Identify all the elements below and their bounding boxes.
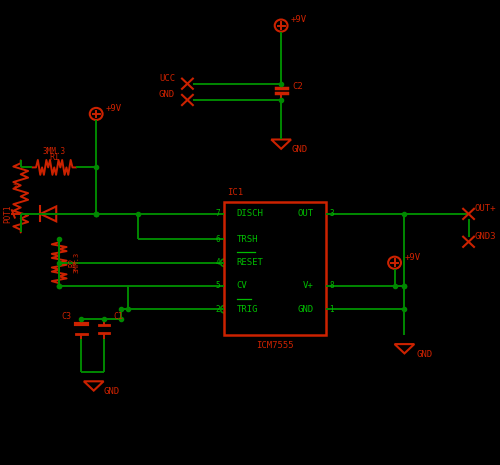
- Text: V+: V+: [302, 281, 313, 291]
- Text: +9V: +9V: [404, 252, 420, 262]
- Text: 8: 8: [330, 281, 334, 291]
- Text: 7: 7: [216, 209, 220, 219]
- Text: POT1: POT1: [3, 205, 12, 223]
- Text: GND3: GND3: [474, 232, 496, 241]
- Text: GND: GND: [159, 90, 175, 99]
- Text: 1: 1: [330, 305, 334, 314]
- Text: +9V: +9V: [106, 104, 122, 113]
- Text: IC1: IC1: [227, 187, 243, 197]
- Text: 3MM.3: 3MM.3: [74, 252, 80, 273]
- Text: OUT+: OUT+: [474, 204, 496, 213]
- Text: C2: C2: [292, 81, 302, 91]
- Text: GND: GND: [291, 145, 307, 154]
- Text: C3: C3: [62, 312, 72, 321]
- Text: 3: 3: [12, 184, 17, 190]
- Text: DISCH: DISCH: [236, 209, 264, 219]
- Text: GND: GND: [297, 305, 313, 314]
- Text: OUT: OUT: [297, 209, 313, 219]
- Text: UCC: UCC: [159, 73, 175, 83]
- Text: TRIG: TRIG: [236, 305, 258, 314]
- Text: +9V: +9V: [291, 15, 307, 25]
- Text: 6: 6: [216, 235, 220, 244]
- Text: ICM7555: ICM7555: [256, 340, 294, 350]
- Text: 3: 3: [330, 209, 334, 219]
- Text: R1: R1: [50, 153, 59, 162]
- Text: 4: 4: [216, 258, 220, 267]
- Text: C1: C1: [114, 312, 124, 321]
- Text: 3MM.3: 3MM.3: [42, 147, 66, 156]
- Text: GND: GND: [104, 387, 120, 396]
- Text: GND: GND: [417, 350, 433, 359]
- Text: RESET: RESET: [236, 258, 264, 267]
- Text: 2: 2: [216, 305, 220, 314]
- Text: TRSH: TRSH: [236, 235, 258, 244]
- Bar: [224, 202, 326, 335]
- Text: CV: CV: [236, 281, 248, 291]
- Text: R2: R2: [68, 258, 77, 267]
- Text: 5: 5: [216, 281, 220, 291]
